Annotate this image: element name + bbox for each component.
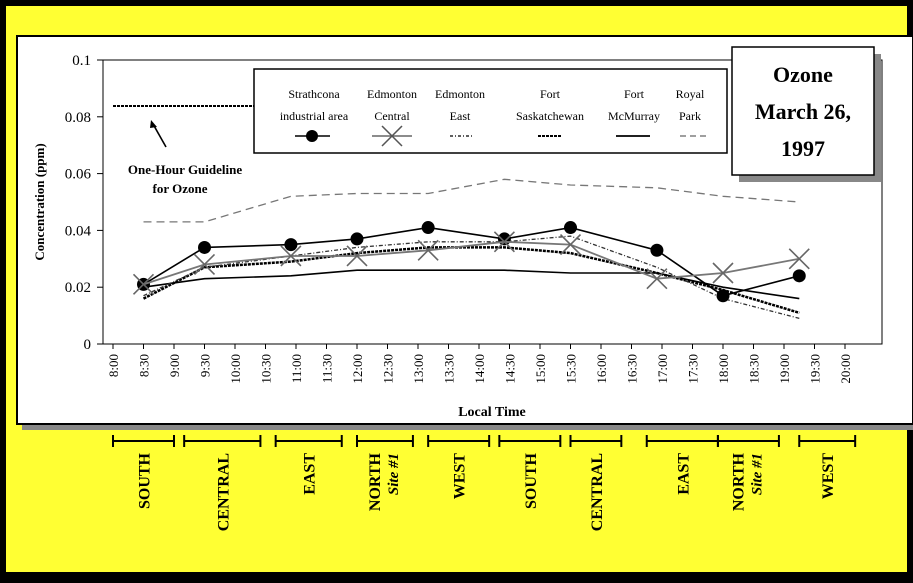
region-label: CENTRAL — [589, 453, 606, 531]
x-tick-label: 20:00 — [838, 354, 853, 384]
x-tick-label: 15:30 — [564, 354, 579, 384]
x-tick-label: 12:30 — [381, 354, 396, 384]
y-tick-label: 0.1 — [72, 53, 91, 69]
data-point-strathcona — [564, 221, 577, 235]
region-site-label: Site #1 — [749, 453, 765, 495]
data-point-strathcona — [497, 232, 511, 246]
data-point-strathcona — [198, 240, 211, 254]
series-line-edmonton-central — [143, 240, 800, 286]
title-line1: Ozone — [773, 62, 833, 87]
x-tick-label: 19:30 — [808, 354, 823, 384]
plot-area — [102, 59, 883, 345]
x-tick-label: 8:30 — [137, 354, 152, 377]
x-tick-label: 13:00 — [411, 354, 426, 384]
y-tick-label: 0 — [84, 337, 92, 353]
legend-label-2a: Edmonton — [367, 87, 417, 101]
data-point-edmonton-central — [646, 268, 668, 290]
guideline-arrow — [152, 123, 167, 148]
series-line-fort-saskatchewan — [142, 246, 800, 314]
guideline-label-line2: for Ozone — [153, 181, 208, 196]
x-tick-label: 17:30 — [686, 354, 701, 384]
x-tick-label: 13:30 — [442, 354, 457, 384]
x-tick-label: 16:30 — [625, 354, 640, 384]
title-box-frame — [731, 46, 875, 176]
title-box: Ozone March 26, 1997 — [731, 46, 881, 182]
x-tick-label: 10:00 — [228, 354, 243, 384]
x-tick-label: 10:30 — [259, 354, 274, 384]
legend-label-6a: Royal — [676, 87, 705, 101]
region-label: NORTH — [367, 452, 384, 511]
data-point-strathcona — [284, 238, 298, 252]
x-tick-label: 18:00 — [716, 354, 731, 384]
legend-label-3a: Edmonton — [435, 87, 485, 101]
region-label: NORTH — [730, 452, 747, 511]
region-label: EAST — [302, 453, 319, 495]
x-tick-label: 14:00 — [472, 354, 487, 384]
data-point-strathcona — [716, 289, 730, 303]
region-label: EAST — [675, 453, 692, 495]
x-tick-label: 11:00 — [289, 354, 304, 383]
y-axis-label: Concentration (ppm) — [32, 143, 47, 260]
data-point-edmonton-central — [346, 245, 368, 267]
guideline-label-line1: One-Hour Guideline — [128, 162, 242, 177]
data-point-edmonton-central — [788, 248, 810, 270]
region-site-label: Site #1 — [386, 453, 402, 495]
data-point-strathcona — [421, 221, 435, 235]
title-line2: March 26, — [755, 99, 851, 124]
series-line-strathcona — [143, 226, 800, 297]
data-point-edmonton-central — [417, 239, 439, 261]
series-line-fort-mcmurray — [143, 269, 800, 300]
data-point-strathcona — [350, 232, 364, 246]
y-tick-label: 0.04 — [65, 223, 92, 239]
data-point-edmonton-central — [559, 234, 582, 256]
data-point-edmonton-central — [132, 273, 155, 295]
y-tick-label: 0.06 — [65, 167, 92, 183]
x-axis-label: Local Time — [458, 405, 526, 420]
data-point-edmonton-central — [280, 245, 302, 267]
x-tick-label: 9:30 — [198, 354, 213, 377]
legend-label-1b: industrial area — [280, 109, 349, 123]
region-label: WEST — [452, 453, 469, 500]
legend-box — [253, 68, 728, 154]
legend-label-2b: Central — [374, 109, 410, 123]
data-point-strathcona — [650, 243, 664, 257]
guideline-arrowhead — [150, 120, 157, 128]
legend-marker-strathcona — [306, 130, 318, 142]
x-tick-label: 9:00 — [167, 354, 182, 377]
region-band: SOUTH CENTRAL EAST NORTH Site #1 WEST SOUTH CEN… — [112, 435, 857, 531]
legend-label-5b: McMurray — [608, 109, 660, 123]
legend-label-4a: Fort — [540, 87, 561, 101]
x-tick-label: 8:00 — [106, 354, 121, 377]
x-tick-label: 16:00 — [594, 354, 609, 384]
legend-label-1a: Strathcona — [288, 87, 340, 101]
legend-label-4b: Saskatchewan — [516, 109, 584, 123]
data-point-edmonton-central — [712, 262, 734, 284]
series-line-royal-park — [143, 178, 800, 223]
data-point-edmonton-central — [493, 231, 515, 253]
x-tick-label: 18:30 — [747, 354, 762, 384]
y-tick-label: 0.08 — [65, 110, 91, 126]
x-tick-label: 19:00 — [777, 354, 792, 384]
x-tick-label: 11:30 — [320, 354, 335, 383]
legend-marker-central — [381, 125, 403, 147]
data-point-strathcona — [792, 269, 806, 283]
x-tick-label: 17:00 — [655, 354, 670, 384]
x-tick-label: 12:00 — [350, 354, 365, 384]
legend-label-5a: Fort — [624, 87, 645, 101]
region-label: SOUTH — [523, 452, 540, 509]
series-line-edmonton-east — [143, 235, 800, 320]
x-tick-label: 15:00 — [533, 354, 548, 384]
title-line3: 1997 — [781, 136, 825, 161]
region-label: WEST — [820, 453, 837, 500]
region-label: CENTRAL — [215, 453, 232, 531]
y-tick-label: 0.02 — [65, 280, 91, 296]
x-tick-label: 14:30 — [503, 354, 518, 384]
legend-label-3b: East — [450, 109, 471, 123]
legend: Strathcona industrial area Edmonton Cent… — [253, 68, 728, 154]
data-point-edmonton-central — [193, 253, 216, 276]
legend-label-6b: Park — [679, 109, 701, 123]
region-label: SOUTH — [137, 452, 154, 509]
